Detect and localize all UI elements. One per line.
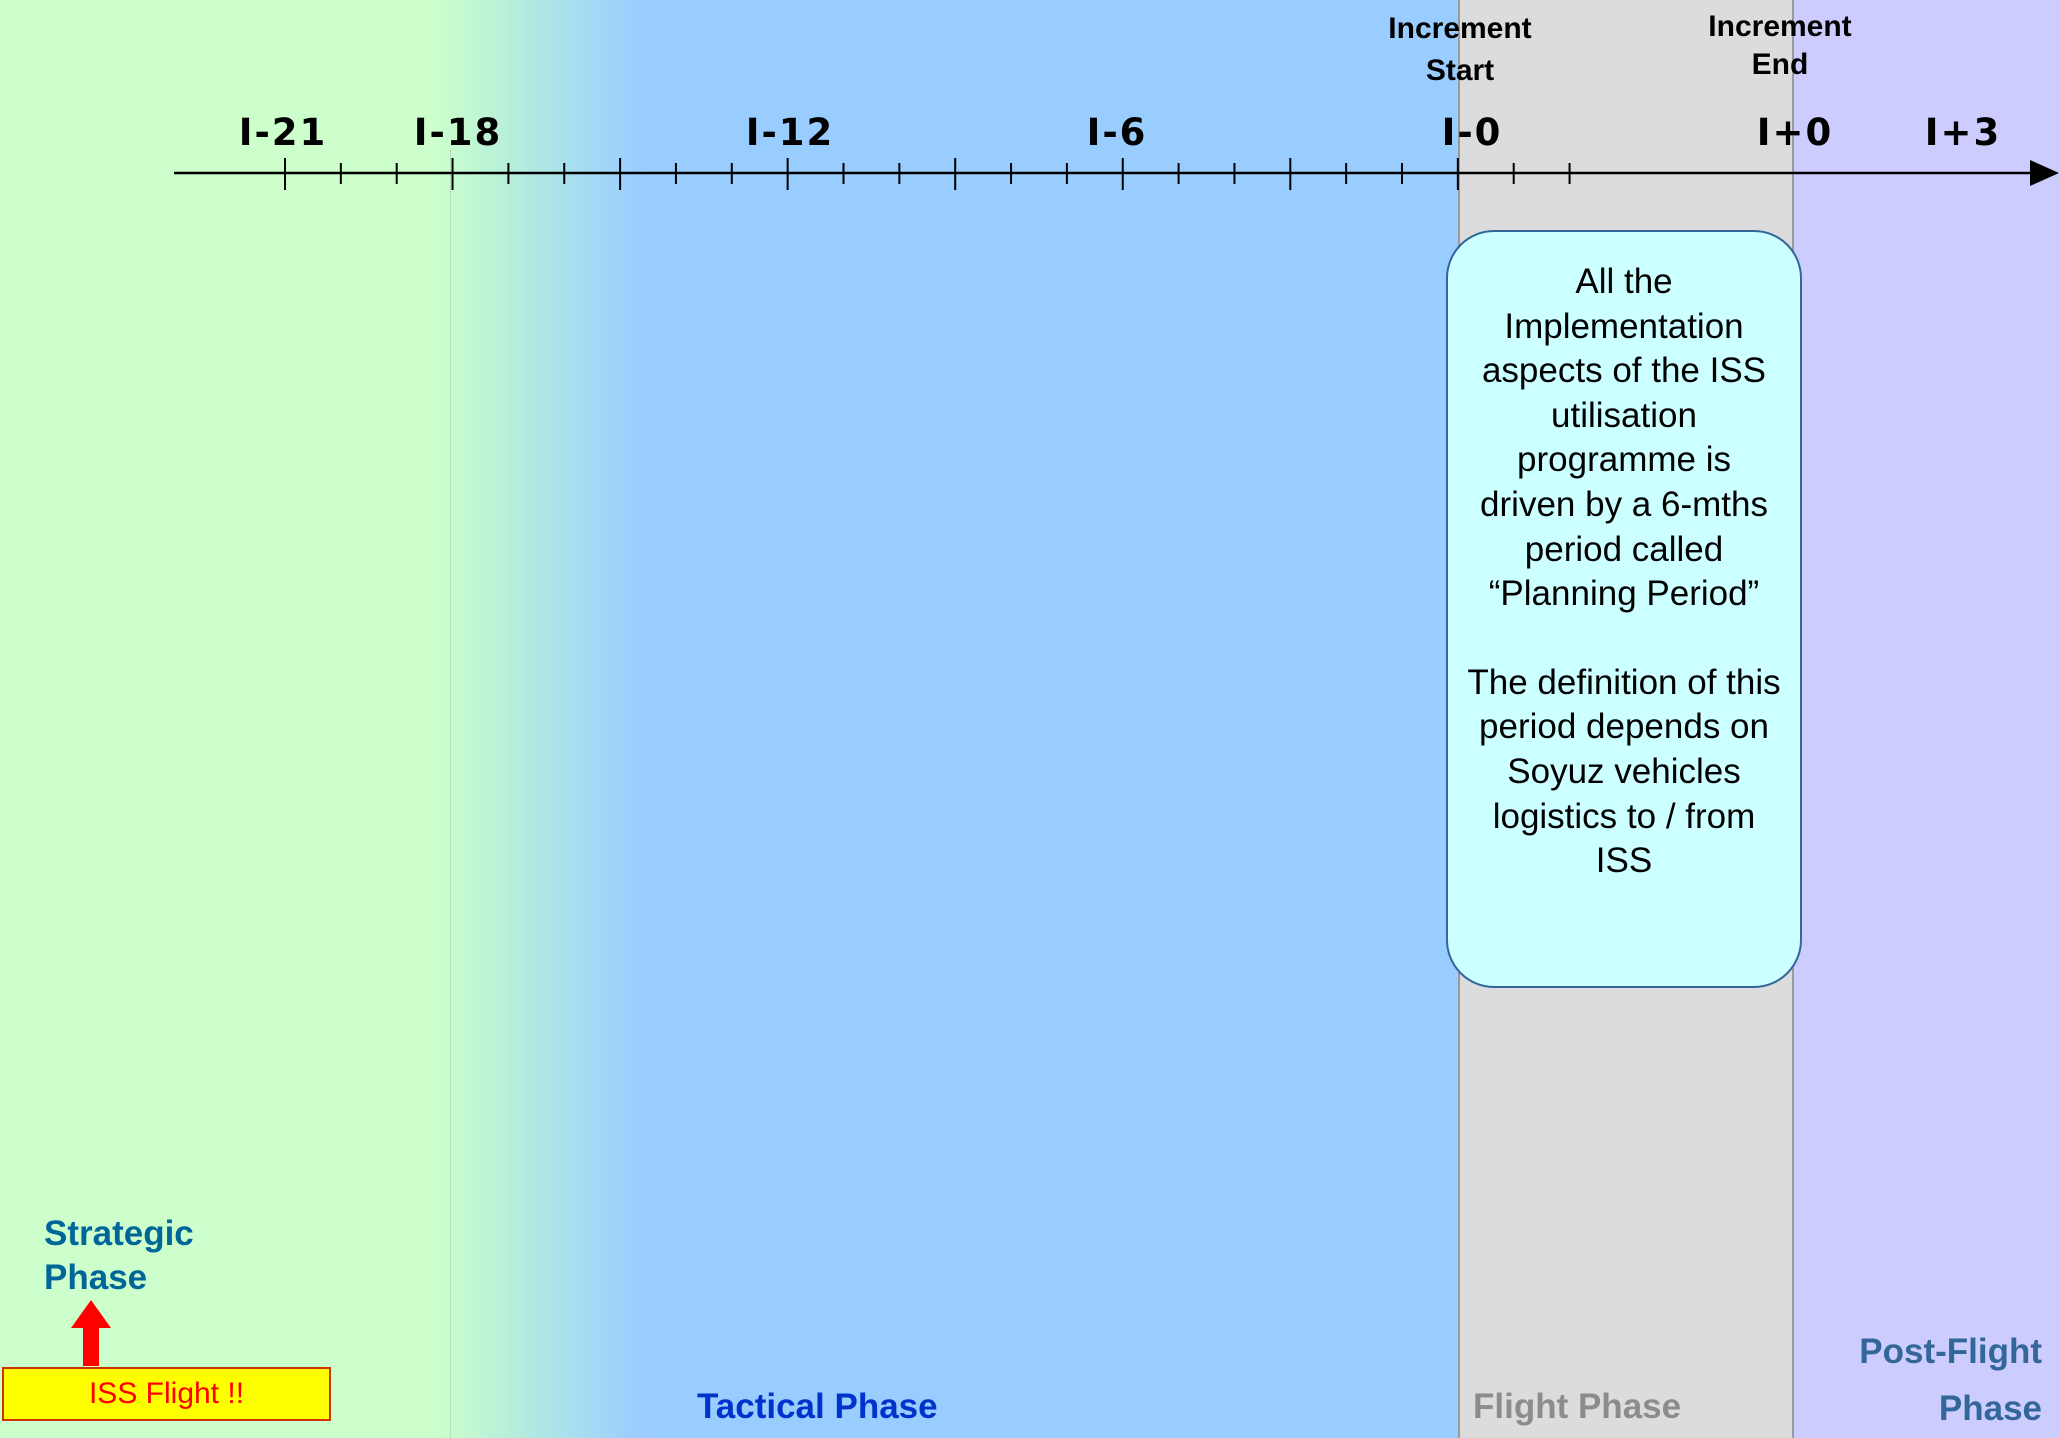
increment-start-label: Increment Start <box>1360 8 1560 92</box>
strategic-boundary-line <box>450 150 451 1438</box>
tick-label-i-21: I-21 <box>239 111 328 154</box>
increment-start-line2: Start <box>1425 54 1495 87</box>
flight-phase-label: Flight Phase <box>1473 1387 1682 1426</box>
up-arrow-icon <box>71 1300 111 1366</box>
tactical-phase-background <box>645 0 1458 1438</box>
post-flight-phase-background <box>1794 0 2059 1438</box>
planning-period-info-box: All the Implementation aspects of the IS… <box>1446 230 1802 988</box>
axis-arrowhead <box>2030 160 2059 186</box>
tick-label-i-0: I-0 <box>1442 111 1503 154</box>
increment-end-label: Increment End <box>1680 8 1880 84</box>
tick-label-i+3: I+3 <box>1925 111 2002 154</box>
tactical-phase-label: Tactical Phase <box>697 1387 938 1426</box>
strategic-phase-label: Strategic Phase <box>44 1214 194 1297</box>
tick-label-i+0: I+0 <box>1757 111 1834 154</box>
increment-start-line1: Increment <box>1388 12 1532 45</box>
post-flight-phase-label: Post-Flight Phase <box>1859 1332 2042 1428</box>
timeline-axis: I-21 I-18 I-12 I-6 I-0 I+0 I+3 <box>174 111 2059 190</box>
tick-label-i-18: I-18 <box>414 111 503 154</box>
iss-flight-callout: ISS Flight !! <box>2 1367 331 1421</box>
increment-end-line2: End <box>1751 48 1809 81</box>
tick-label-i-6: I-6 <box>1087 111 1148 154</box>
tick-label-i-12: I-12 <box>746 111 835 154</box>
strategic-phase-background <box>0 0 435 1438</box>
phase-transition-gradient <box>435 0 645 1438</box>
info-paragraph-definition: The definition of this period depends on… <box>1467 662 1781 881</box>
info-paragraph-planning: All the Implementation aspects of the IS… <box>1480 262 1768 614</box>
increment-end-line1: Increment <box>1708 10 1852 43</box>
